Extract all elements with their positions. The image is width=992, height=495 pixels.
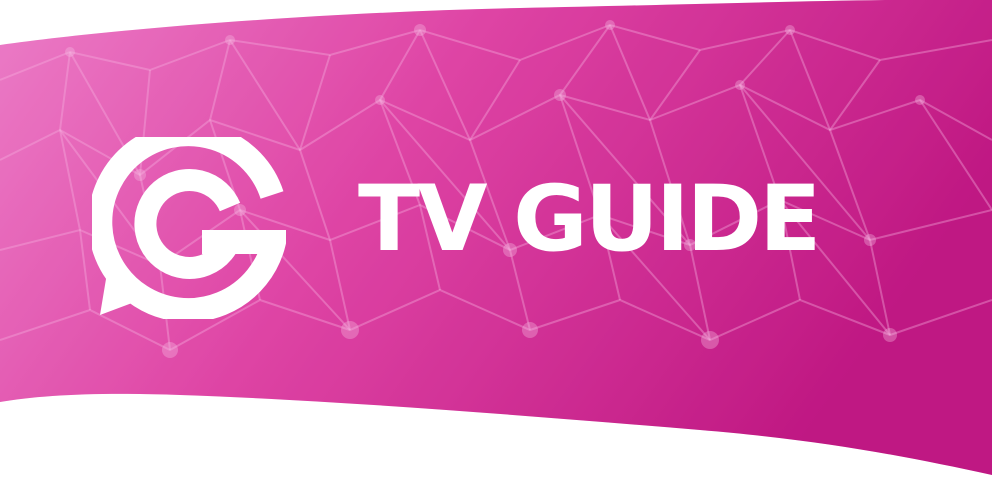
network-nodes xyxy=(65,20,925,358)
banner-title: TV GUIDE xyxy=(358,167,821,272)
cg-speech-bubble-logo-icon xyxy=(92,137,286,319)
